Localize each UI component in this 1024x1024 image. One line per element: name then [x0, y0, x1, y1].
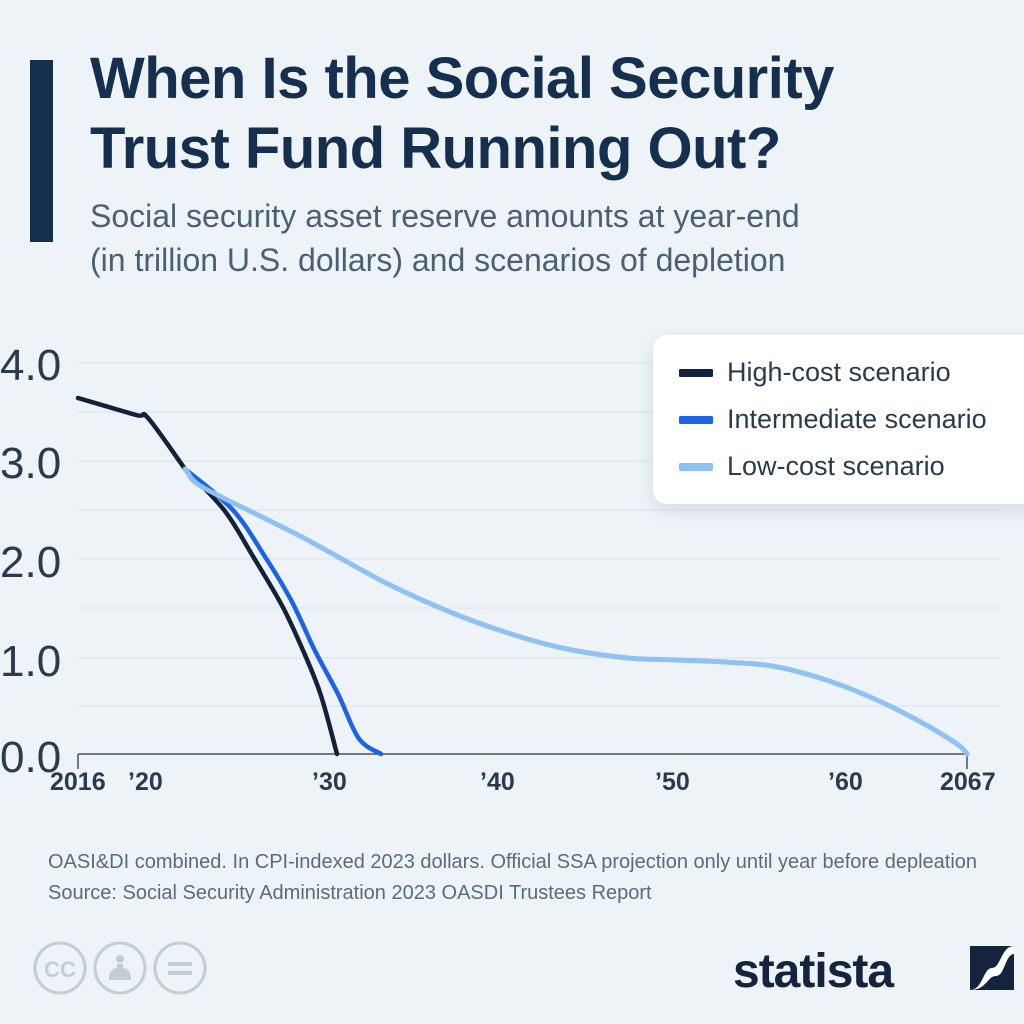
svg-text:statista: statista: [733, 945, 894, 998]
svg-text:CC: CC: [44, 957, 76, 982]
